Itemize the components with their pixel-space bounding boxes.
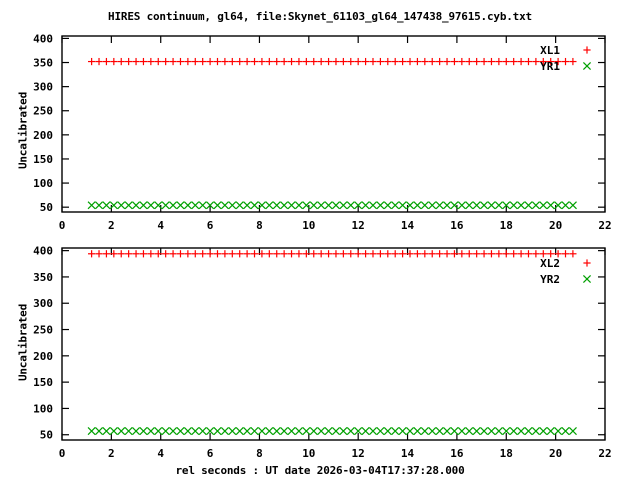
x-tick-label: 2	[108, 219, 115, 232]
y-tick-label: 100	[33, 177, 53, 190]
x-tick-label: 0	[59, 219, 66, 232]
legend-label-yr2: YR2	[540, 273, 560, 286]
legend-label-xl1: XL1	[540, 44, 560, 57]
x-tick-label: 6	[207, 219, 214, 232]
x-tick-label: 2	[108, 447, 115, 460]
y-tick-label: 250	[33, 324, 53, 337]
x-tick-label: 10	[302, 219, 315, 232]
x-tick-label: 20	[549, 447, 562, 460]
legend-label-yr1: YR1	[540, 60, 560, 73]
plot-frame	[61, 35, 606, 213]
x-axis-label: rel seconds : UT date 2026-03-04T17:37:2…	[175, 464, 465, 477]
x-tick-label: 0	[59, 447, 66, 460]
chart-title: HIRES continuum, gl64, file:Skynet_61103…	[108, 10, 532, 23]
x-tick-label: 8	[256, 447, 263, 460]
series-xl1	[88, 57, 577, 66]
panel-2: 50 100 150 200 250 300 350 400 0 2 4 6 8 10 12 14 16 18 20…	[33, 245, 612, 460]
y-tick-label: 200	[33, 350, 53, 363]
y-tick-label: 150	[33, 376, 53, 389]
x-tick-label: 16	[450, 447, 464, 460]
x-tick-label: 16	[450, 219, 464, 232]
legend-label-xl2: XL2	[540, 257, 560, 270]
x-tick-label: 18	[500, 447, 513, 460]
legend-marker-yr2	[582, 274, 592, 284]
series-yr2	[87, 427, 577, 436]
x-tick-label: 12	[352, 447, 365, 460]
y-tick-label: 400	[33, 245, 53, 258]
x-tick-label: 12	[352, 219, 365, 232]
y-tick-label: 300	[33, 81, 53, 94]
y-tick-label: 350	[33, 57, 53, 70]
x-tick-label: 20	[549, 219, 562, 232]
series-yr1	[87, 201, 577, 210]
series-xl2	[88, 250, 577, 258]
panel-1: 50 100 150 200 250 300 350 400 0 2 4 6 8 10 12 14 16 18 20…	[33, 32, 612, 232]
y-tick-label: 400	[33, 32, 53, 45]
y-tick-label: 200	[33, 129, 53, 142]
x-tick-label: 18	[500, 219, 513, 232]
legend-marker-xl2	[583, 259, 591, 267]
x-tick-label: 6	[207, 447, 214, 460]
y-tick-label: 50	[40, 201, 53, 214]
x-tick-label: 14	[401, 219, 415, 232]
y-tick-label: 300	[33, 297, 53, 310]
legend-marker-yr1	[582, 61, 592, 71]
legend-marker-xl1	[583, 46, 591, 54]
y-tick-label: 150	[33, 153, 53, 166]
x-tick-label: 14	[401, 447, 415, 460]
x-tick-label: 8	[256, 219, 263, 232]
y-tick-label: 350	[33, 271, 53, 284]
y-tick-label: 250	[33, 105, 53, 118]
y-tick-label: 100	[33, 402, 53, 415]
x-tick-label: 22	[598, 219, 611, 232]
y-tick-label: 50	[40, 429, 53, 442]
plot-frame	[61, 247, 606, 441]
x-tick-label: 4	[157, 219, 164, 232]
x-tick-label: 4	[157, 447, 164, 460]
x-tick-label: 22	[598, 447, 611, 460]
x-tick-label: 10	[302, 447, 315, 460]
